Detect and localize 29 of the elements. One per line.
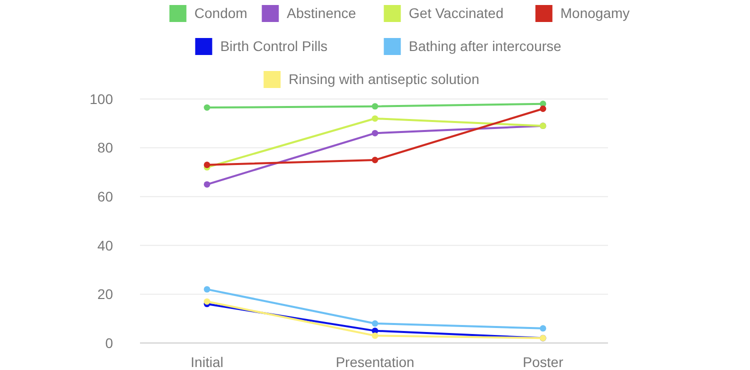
point [372,332,378,339]
y-tick-label: 20 [97,286,114,302]
x-tick-label: Presentation [336,354,414,370]
legend-label: Rinsing with antiseptic solution [288,70,480,87]
y-tick-label: 60 [97,188,114,204]
legend-label: Monogamy [560,4,630,21]
point [204,181,210,188]
point [372,320,378,327]
legend-label: Abstinence [286,4,356,21]
y-tick-label: 80 [97,140,114,156]
y-tick-label: 40 [97,237,114,254]
legend-label: Get Vaccinated [408,4,504,21]
x-tick-label: Poster [522,354,564,370]
y-tick-label: 0 [105,334,114,351]
point [372,103,378,110]
point [372,130,378,136]
point [372,115,378,122]
point [540,325,546,332]
y-tick-label: 100 [90,90,114,107]
point [204,286,210,293]
point [372,156,378,164]
x-tick-label: Initial [190,354,224,370]
legend-label: Bathing after intercourse [408,38,562,54]
legend-label: Birth Control Pills [220,38,328,54]
point [204,298,210,305]
point [540,106,546,112]
legend-label: Condom [194,4,248,21]
point [204,162,210,168]
point [204,104,210,111]
